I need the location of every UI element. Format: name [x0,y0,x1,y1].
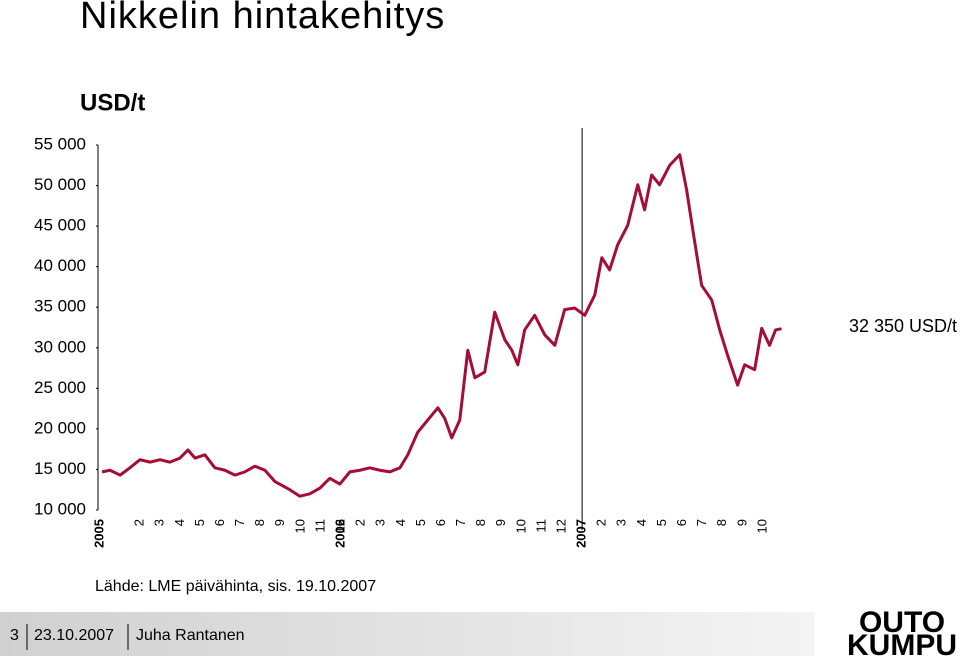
unit-label: USD/t [80,89,145,116]
y-tick-label: 40 000 [34,256,86,275]
x-tick-label: 9 [734,519,749,526]
x-tick-label: 7 [232,519,247,526]
x-tick-label: 10 [754,519,769,533]
x-tick-label: 5 [654,519,669,526]
y-tick-label: 55 000 [34,134,86,153]
y-tick-label: 15 000 [34,459,86,478]
logo-line: KUMPU [847,629,957,661]
x-tick-label: 9 [493,519,508,526]
y-tick-label: 10 000 [34,499,86,518]
x-tick-label: 11 [533,519,548,533]
x-tick-label: 7 [694,519,709,526]
x-tick-label: 5 [413,519,428,526]
x-tick-label: 4 [634,519,649,526]
x-tick-label: 2 [594,519,609,526]
x-tick-label: 2007 [574,519,589,548]
x-tick-label: 3 [614,519,629,526]
footer-bar [0,612,815,656]
x-tick-label: 8 [252,519,267,526]
x-tick-label: 2006 [332,519,347,548]
x-tick-label: 2 [132,519,147,526]
x-tick-label: 11 [312,519,327,533]
x-tick-label: 6 [212,519,227,526]
x-tick-label: 9 [272,519,287,526]
source: Lähde: LME päivähinta, sis. 19.10.2007 [95,578,376,595]
x-tick-label: 2005 [91,519,106,548]
x-tick-label: 4 [393,519,408,526]
x-tick-label: 8 [473,519,488,526]
x-tick-label: 10 [292,519,307,533]
footer-author: Juha Rantanen [136,627,245,644]
y-tick-label: 25 000 [34,378,86,397]
y-tick-label: 50 000 [34,175,86,194]
x-tick-label: 5 [192,519,207,526]
footer-date: 23.10.2007 [34,627,114,644]
x-tick-label: 6 [674,519,689,526]
y-tick-label: 30 000 [34,337,86,356]
chart-title: Nikkelin hintakehitys [80,0,445,37]
x-tick-label: 7 [453,519,468,526]
y-tick-label: 35 000 [34,297,86,316]
x-tick-label: 2 [353,519,368,526]
x-tick-label: 12 [332,519,347,533]
x-tick-label: 12 [553,519,568,533]
y-tick-label: 45 000 [34,216,86,235]
x-tick-label: 4 [172,519,187,526]
logo-line: OUTO [859,606,945,639]
annotation: 32 350 USD/t [849,316,957,336]
x-tick-label: 3 [373,519,388,526]
x-tick-label: 6 [433,519,448,526]
price-line [101,153,782,498]
x-tick-label: 10 [513,519,528,533]
footer-page: 3 [10,627,19,644]
y-tick-label: 20 000 [34,418,86,437]
x-tick-label: 3 [152,519,167,526]
x-tick-label: 8 [714,519,729,526]
